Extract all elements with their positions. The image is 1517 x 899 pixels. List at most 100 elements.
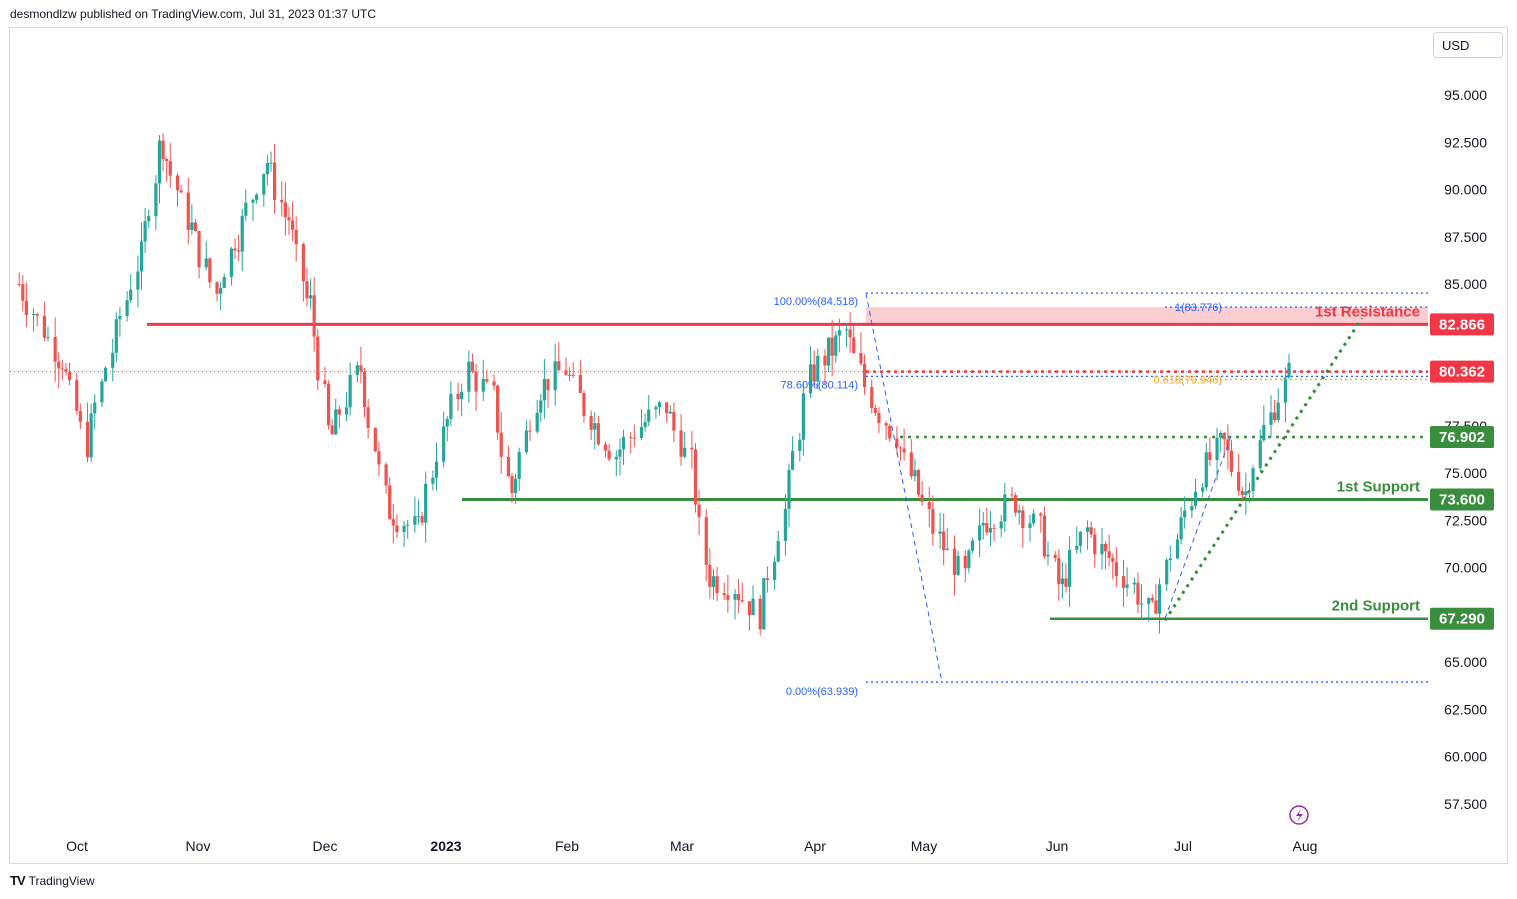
candle-body xyxy=(323,380,327,384)
candle-body xyxy=(362,371,367,408)
fib-label: 0.618(79.946) xyxy=(1154,375,1223,387)
candle-body xyxy=(283,202,287,218)
candle-body xyxy=(553,361,557,391)
candle-body xyxy=(1154,600,1158,614)
candle-body xyxy=(75,380,79,412)
lightning-event-icon xyxy=(1289,805,1309,825)
candle-body xyxy=(31,314,36,316)
candle-body xyxy=(506,456,511,477)
x-tick-label: Jul xyxy=(1174,838,1192,854)
candle-body xyxy=(913,470,917,477)
candle-body xyxy=(215,282,219,294)
candle-body xyxy=(294,229,298,245)
candle-body xyxy=(1208,452,1212,461)
candle-body xyxy=(17,284,21,285)
candle-body xyxy=(204,258,208,268)
candle-body xyxy=(334,409,338,435)
candle-body xyxy=(808,364,813,394)
candle-body xyxy=(1078,531,1082,546)
candle-body xyxy=(222,277,226,288)
candle-body xyxy=(1089,527,1093,535)
candle-body xyxy=(1287,362,1291,378)
candle-body xyxy=(1028,523,1032,529)
candle-body xyxy=(139,241,144,272)
candle-body xyxy=(726,595,730,600)
price-badge-label: 80.362 xyxy=(1439,364,1485,381)
resistance-1-label: 1st Resistance xyxy=(1315,303,1420,320)
candle-body xyxy=(1273,412,1277,421)
fib-label: 1(83.776) xyxy=(1175,302,1222,314)
candle-body xyxy=(424,483,428,523)
candle-body xyxy=(1067,549,1072,587)
candle-body xyxy=(384,464,388,486)
candle-body xyxy=(704,517,708,565)
candle-body xyxy=(895,438,899,448)
footer-brand[interactable]: TradingView xyxy=(28,873,95,888)
candle-body xyxy=(1125,584,1129,588)
candle-body xyxy=(765,578,770,580)
x-tick-label: May xyxy=(911,838,937,854)
candle-body xyxy=(449,393,453,419)
candle-body xyxy=(1237,472,1241,491)
candle-body xyxy=(262,174,266,195)
candle-body xyxy=(632,437,636,439)
candle-body xyxy=(826,337,831,366)
candle-body xyxy=(542,378,546,401)
candle-body xyxy=(715,576,719,594)
candle-body xyxy=(1032,513,1036,524)
footer: TV TradingView xyxy=(10,873,95,888)
rising-trendline xyxy=(1163,317,1364,622)
candle-body xyxy=(42,315,46,338)
candle-body xyxy=(945,548,949,551)
candle-body xyxy=(988,527,993,533)
lightning-bolt xyxy=(1296,809,1303,822)
candle-body xyxy=(956,555,960,575)
y-tick-label: 95.000 xyxy=(1444,87,1487,103)
candle-body xyxy=(629,437,633,439)
candle-body xyxy=(823,355,827,366)
candle-body xyxy=(496,385,500,433)
candle-body xyxy=(24,300,28,316)
candle-body xyxy=(844,329,849,331)
currency-selector[interactable]: USD xyxy=(1433,32,1503,58)
candle-body xyxy=(280,200,284,203)
candle-body xyxy=(985,523,989,533)
candle-body xyxy=(1060,578,1064,585)
y-tick-label: 87.500 xyxy=(1444,229,1487,245)
price-badge-label: 82.866 xyxy=(1439,316,1485,333)
x-tick-label: Oct xyxy=(66,838,88,854)
candle-body xyxy=(190,222,194,230)
price-badge xyxy=(1430,360,1494,383)
price-badge-label: 76.902 xyxy=(1439,429,1485,446)
candle-body xyxy=(963,555,967,569)
candle-body xyxy=(1157,584,1162,614)
candle-body xyxy=(1057,558,1061,585)
candle-body xyxy=(898,447,903,449)
candle-body xyxy=(64,369,68,373)
y-tick-label: 60.000 xyxy=(1444,749,1487,765)
candle-body xyxy=(938,531,942,534)
candle-body xyxy=(442,426,446,462)
candle-body xyxy=(639,426,644,439)
candle-body xyxy=(773,561,777,580)
candle-body xyxy=(373,427,377,452)
candle-body xyxy=(690,447,694,450)
x-tick-label: Aug xyxy=(1293,838,1318,854)
candle-body xyxy=(1150,598,1154,601)
candle-body xyxy=(1014,495,1018,513)
candle-body xyxy=(848,329,852,338)
candle-body xyxy=(693,449,698,505)
candle-body xyxy=(1042,515,1047,557)
candle-body xyxy=(46,336,50,338)
candle-body xyxy=(571,374,575,376)
candle-body xyxy=(787,469,791,509)
candle-body xyxy=(816,355,820,382)
y-tick-label: 65.000 xyxy=(1444,654,1487,670)
candle-body xyxy=(679,430,683,457)
candle-body xyxy=(711,576,716,587)
candle-body xyxy=(909,452,913,477)
candle-body xyxy=(420,516,424,523)
candle-body xyxy=(970,540,975,551)
candle-body xyxy=(535,412,539,432)
